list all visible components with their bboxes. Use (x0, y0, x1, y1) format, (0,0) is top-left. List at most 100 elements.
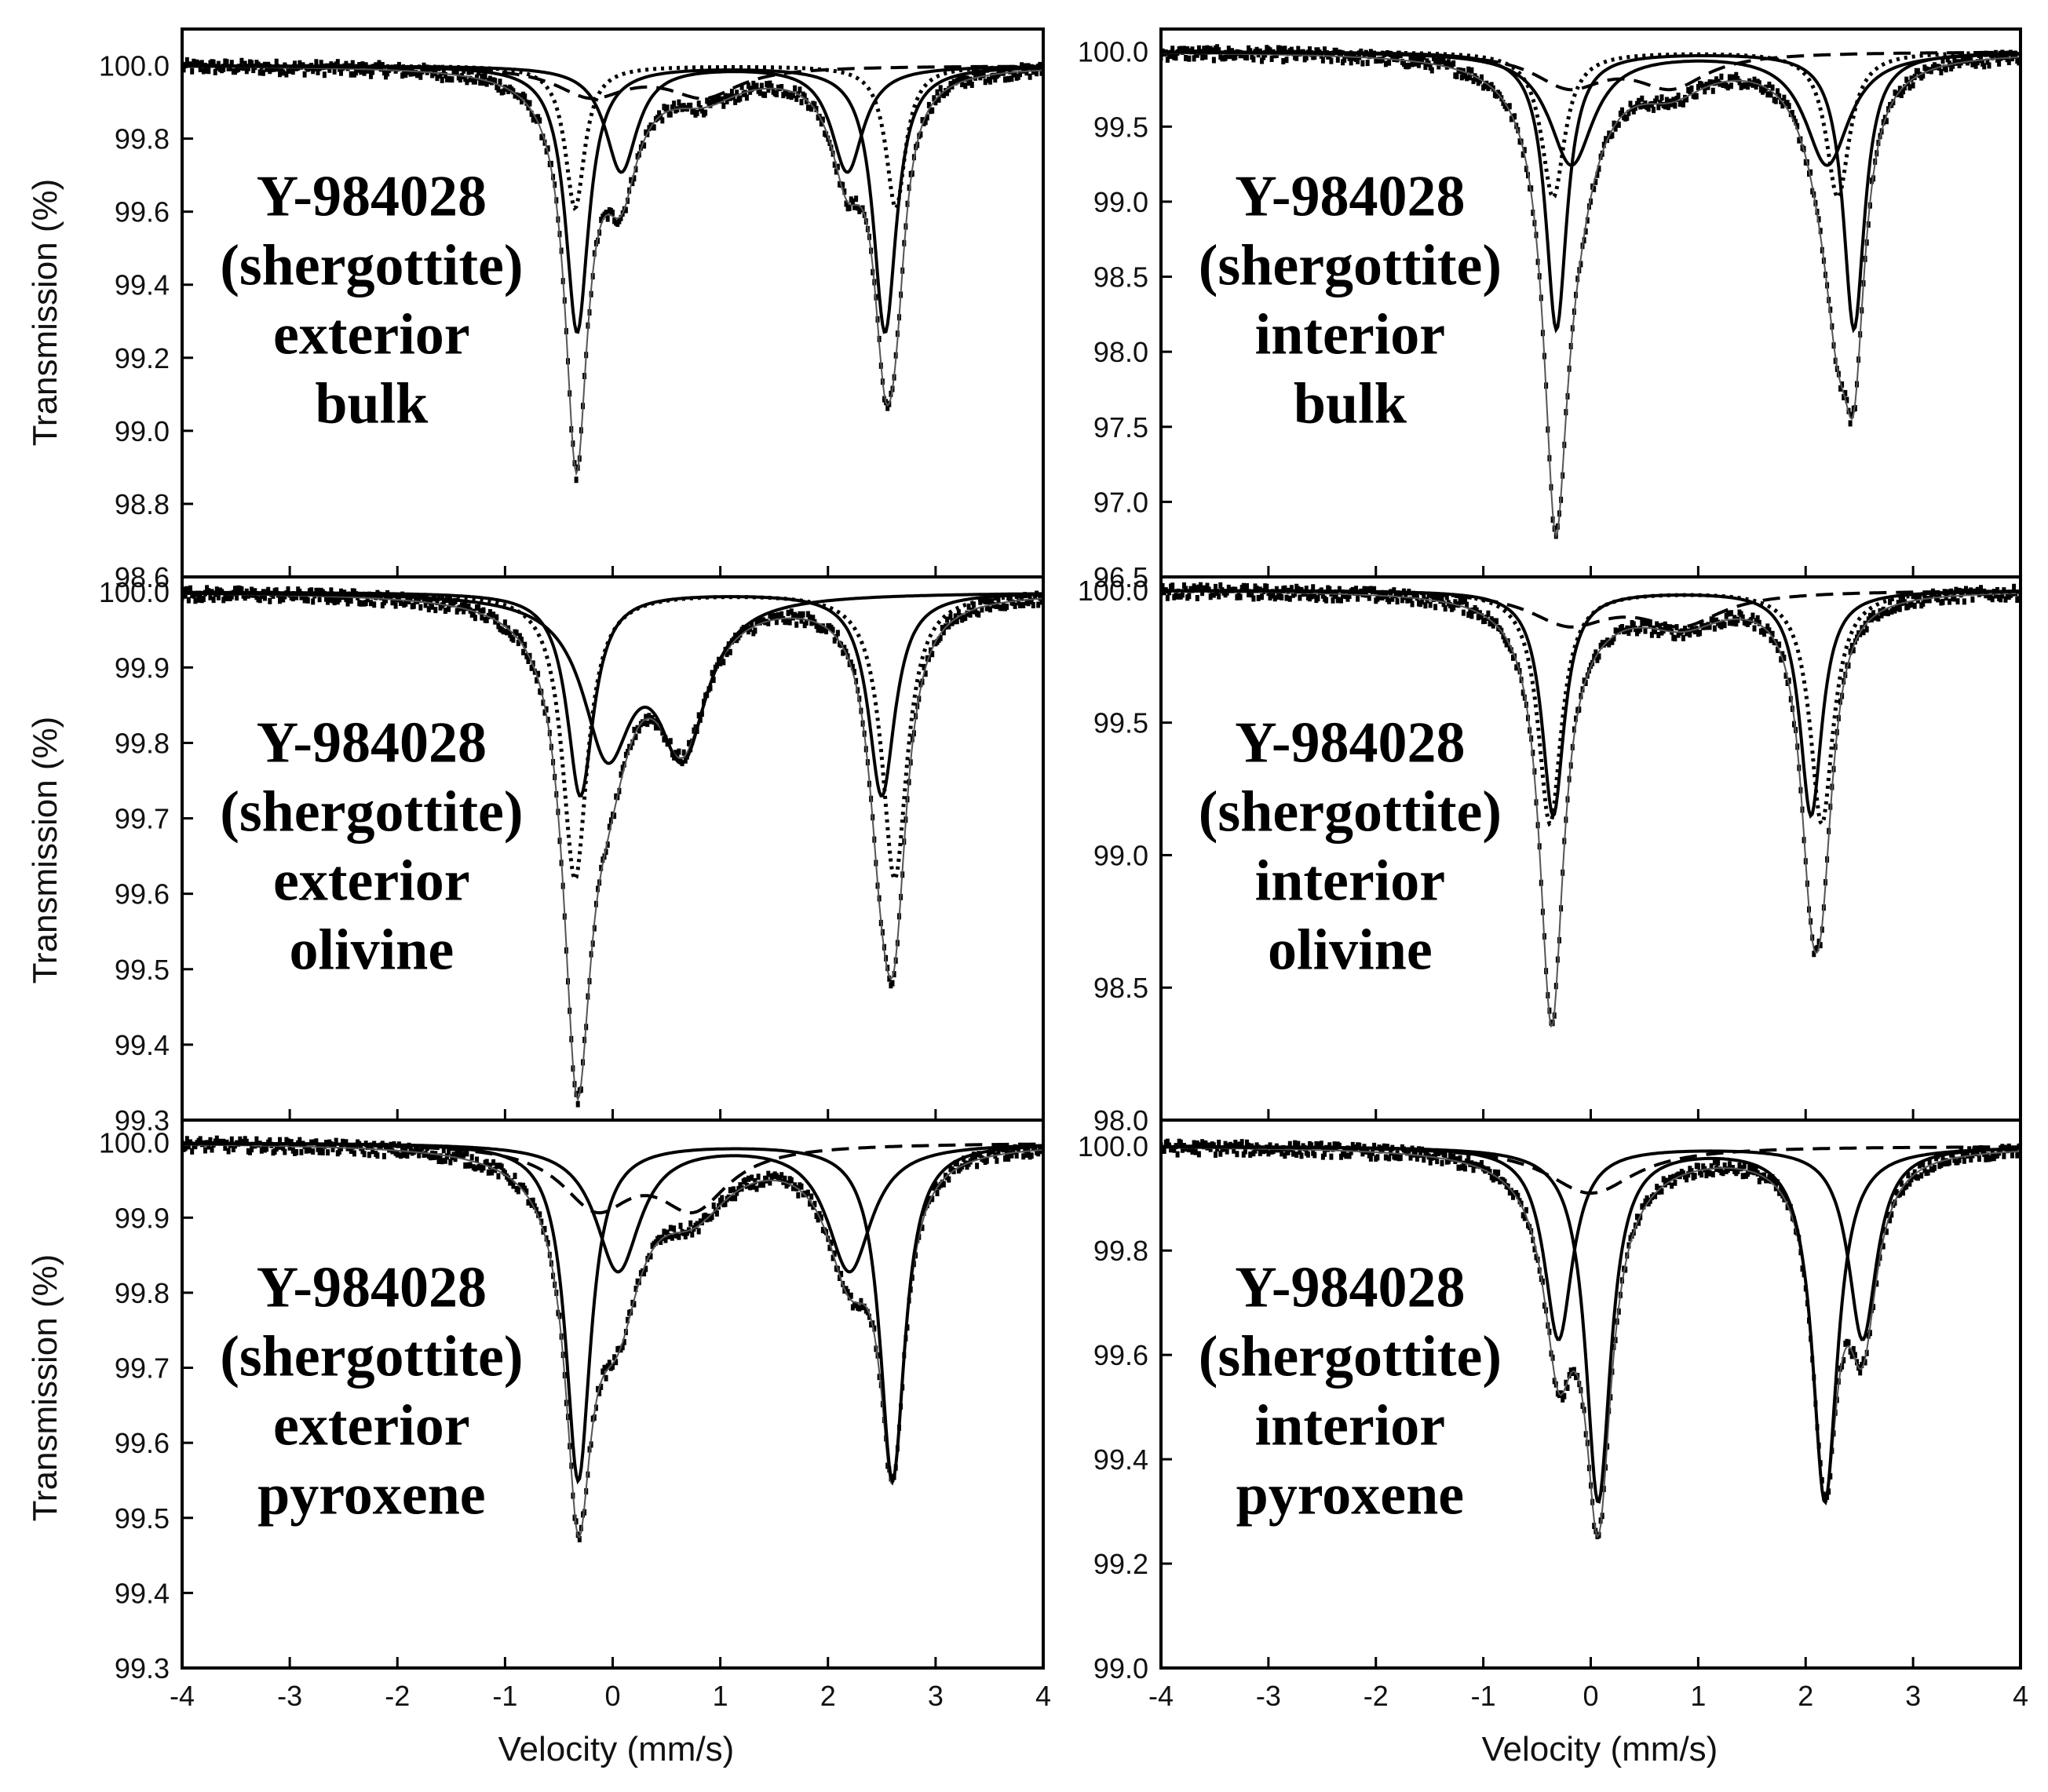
y-tick-label: 100.0 (1078, 36, 1148, 68)
y-tick-label: 99.8 (115, 727, 170, 759)
y-tick-label: 99.4 (115, 1577, 170, 1609)
y-tick-label: 100.0 (99, 1127, 170, 1159)
panel-label-line: interior (1255, 849, 1445, 913)
panel-label-line: pyroxene (1236, 1462, 1465, 1527)
panel-bottom-left: 100.0 99.9 99.8 99.7 99.6 99.5 99.4 99.3-4 -3 -2 -… (99, 1119, 1051, 1712)
y-tick-label: 99.5 (115, 954, 170, 986)
panel-label-line: pyroxene (257, 1462, 486, 1527)
fit-envelope (182, 593, 1043, 1102)
component-dashed-3 (182, 64, 1043, 100)
x-tick-label: -3 (277, 1680, 302, 1712)
y-tick-label: 98.5 (1093, 261, 1148, 294)
y-axis-title-middle: Transmission (%) (26, 717, 64, 984)
x-axis-title-left: Velocity (mm/s) (498, 1730, 735, 1768)
panel-middle-right: 100.0 99.5 99.0 98.5 98.0 Y-984028(shergottit… (1078, 575, 2022, 1137)
panel-label-line: interior (1255, 302, 1445, 367)
y-tick-label: 99.6 (115, 1427, 170, 1459)
y-tick-label: 99.0 (1093, 186, 1148, 218)
x-tick-label: 3 (1905, 1680, 1921, 1712)
x-tick-label: 2 (1798, 1680, 1813, 1712)
y-tick-label: 99.6 (115, 196, 170, 228)
x-tick-label: -4 (1148, 1680, 1174, 1712)
x-tick-label: -1 (1471, 1680, 1496, 1712)
y-tick-label: 97.5 (1093, 411, 1148, 443)
y-tick-label: 99.6 (1093, 1339, 1148, 1371)
plot-area (1161, 1138, 2021, 1539)
y-tick-label: 99.3 (115, 1104, 170, 1137)
x-tick-label: -1 (492, 1680, 517, 1712)
y-tick-label: 98.6 (115, 561, 170, 593)
y-tick-label: 99.2 (1093, 1548, 1148, 1580)
component-dashed-2 (1161, 589, 2021, 629)
panel-label-line: olivine (289, 918, 454, 982)
y-tick-label: 99.5 (115, 1502, 170, 1535)
panel-bottom-right: 100.0 99.8 99.6 99.4 99.2 99.0-4 -3 -2 -1 0 1 2 3 4 Y-… (1078, 1119, 2028, 1712)
y-tick-label: 100.0 (99, 50, 170, 82)
plot-area (1161, 582, 2021, 1028)
x-tick-label: 4 (2013, 1680, 2028, 1712)
y-tick-label: 99.8 (115, 1277, 170, 1309)
y-tick-label: 99.5 (1093, 111, 1148, 143)
y-tick-label: 99.9 (115, 1202, 170, 1234)
x-tick-label: 0 (604, 1680, 620, 1712)
y-tick-label: 99.5 (1093, 707, 1148, 739)
x-tick-label: -2 (385, 1680, 410, 1712)
y-tick-label: 99.4 (115, 1029, 170, 1061)
panel-label-line: (shergottite) (220, 779, 523, 844)
panel-label-line: (shergottite) (220, 233, 523, 297)
y-tick-label: 99.4 (1093, 1443, 1148, 1476)
panel-label-line: bulk (1294, 371, 1407, 436)
panel-label-line: bulk (315, 371, 429, 436)
y-tick-label: 99.7 (115, 1352, 170, 1385)
data-points (182, 585, 1043, 1108)
y-tick-label: 99.0 (115, 415, 170, 447)
y-tick-label: 99.3 (115, 1652, 170, 1684)
y-axis-title-top: Transmission (%) (26, 179, 64, 447)
panel-label-line: olivine (1268, 918, 1433, 982)
y-tick-label: 99.8 (1093, 1235, 1148, 1267)
panel-label-line: Y-984028 (1235, 1255, 1465, 1319)
fit-envelope (1161, 52, 2021, 539)
y-tick-label: 100.0 (1078, 575, 1148, 607)
panels: 100.0 99.8 99.6 99.4 99.2 99.0 98.8 98.6 Y-98402… (99, 27, 2028, 1712)
x-tick-label: -3 (1256, 1680, 1281, 1712)
component-dotted-2 (182, 590, 1043, 883)
y-tick-label: 99.0 (1093, 839, 1148, 871)
y-tick-label: 99.2 (115, 342, 170, 374)
panel-label-line: exterior (273, 302, 470, 367)
panel-top-left: 100.0 99.8 99.6 99.4 99.2 99.0 98.8 98.6 Y-98402… (99, 27, 1045, 593)
y-tick-label: 99.9 (115, 651, 170, 684)
panel-label-line: Y-984028 (1235, 710, 1465, 775)
y-tick-label: 99.4 (115, 269, 170, 301)
x-tick-label: -2 (1364, 1680, 1389, 1712)
panel-label-line: (shergottite) (1199, 1324, 1502, 1389)
x-tick-label: 3 (928, 1680, 944, 1712)
component-dashed-2 (182, 1142, 1043, 1215)
y-tick-label: 99.8 (115, 123, 170, 155)
panel-top-right: 100.0 99.5 99.0 98.5 98.0 97.5 97.0 96.5 Y-98402… (1078, 27, 2022, 593)
y-tick-label: 96.5 (1093, 561, 1148, 593)
panel-label-line: Y-984028 (257, 1255, 487, 1319)
y-tick-label: 98.0 (1093, 1104, 1148, 1137)
panel-label-line: Y-984028 (257, 164, 487, 228)
x-tick-label: 1 (1690, 1680, 1706, 1712)
panel-label-line: exterior (273, 1393, 470, 1458)
plot-area (182, 57, 1043, 484)
y-tick-label: 98.5 (1093, 972, 1148, 1004)
plot-area (182, 585, 1043, 1108)
panel-label-line: exterior (273, 849, 470, 913)
x-tick-label: 0 (1583, 1680, 1598, 1712)
y-tick-label: 100.0 (1078, 1130, 1148, 1162)
component-dashed-2 (1161, 1145, 2021, 1195)
x-tick-label: -4 (170, 1680, 195, 1712)
y-tick-label: 100.0 (99, 576, 170, 608)
x-tick-label: 1 (713, 1680, 728, 1712)
y-tick-label: 99.0 (1093, 1652, 1148, 1684)
component-dashed-3 (1161, 50, 2021, 92)
plot-area (182, 1135, 1043, 1542)
y-tick-label: 98.0 (1093, 336, 1148, 368)
panel-middle-left: 100.0 99.9 99.8 99.7 99.6 99.5 99.4 99.3 Y-98402… (99, 575, 1045, 1137)
fit-envelope (1161, 1147, 2021, 1538)
panel-label-line: Y-984028 (257, 710, 487, 775)
